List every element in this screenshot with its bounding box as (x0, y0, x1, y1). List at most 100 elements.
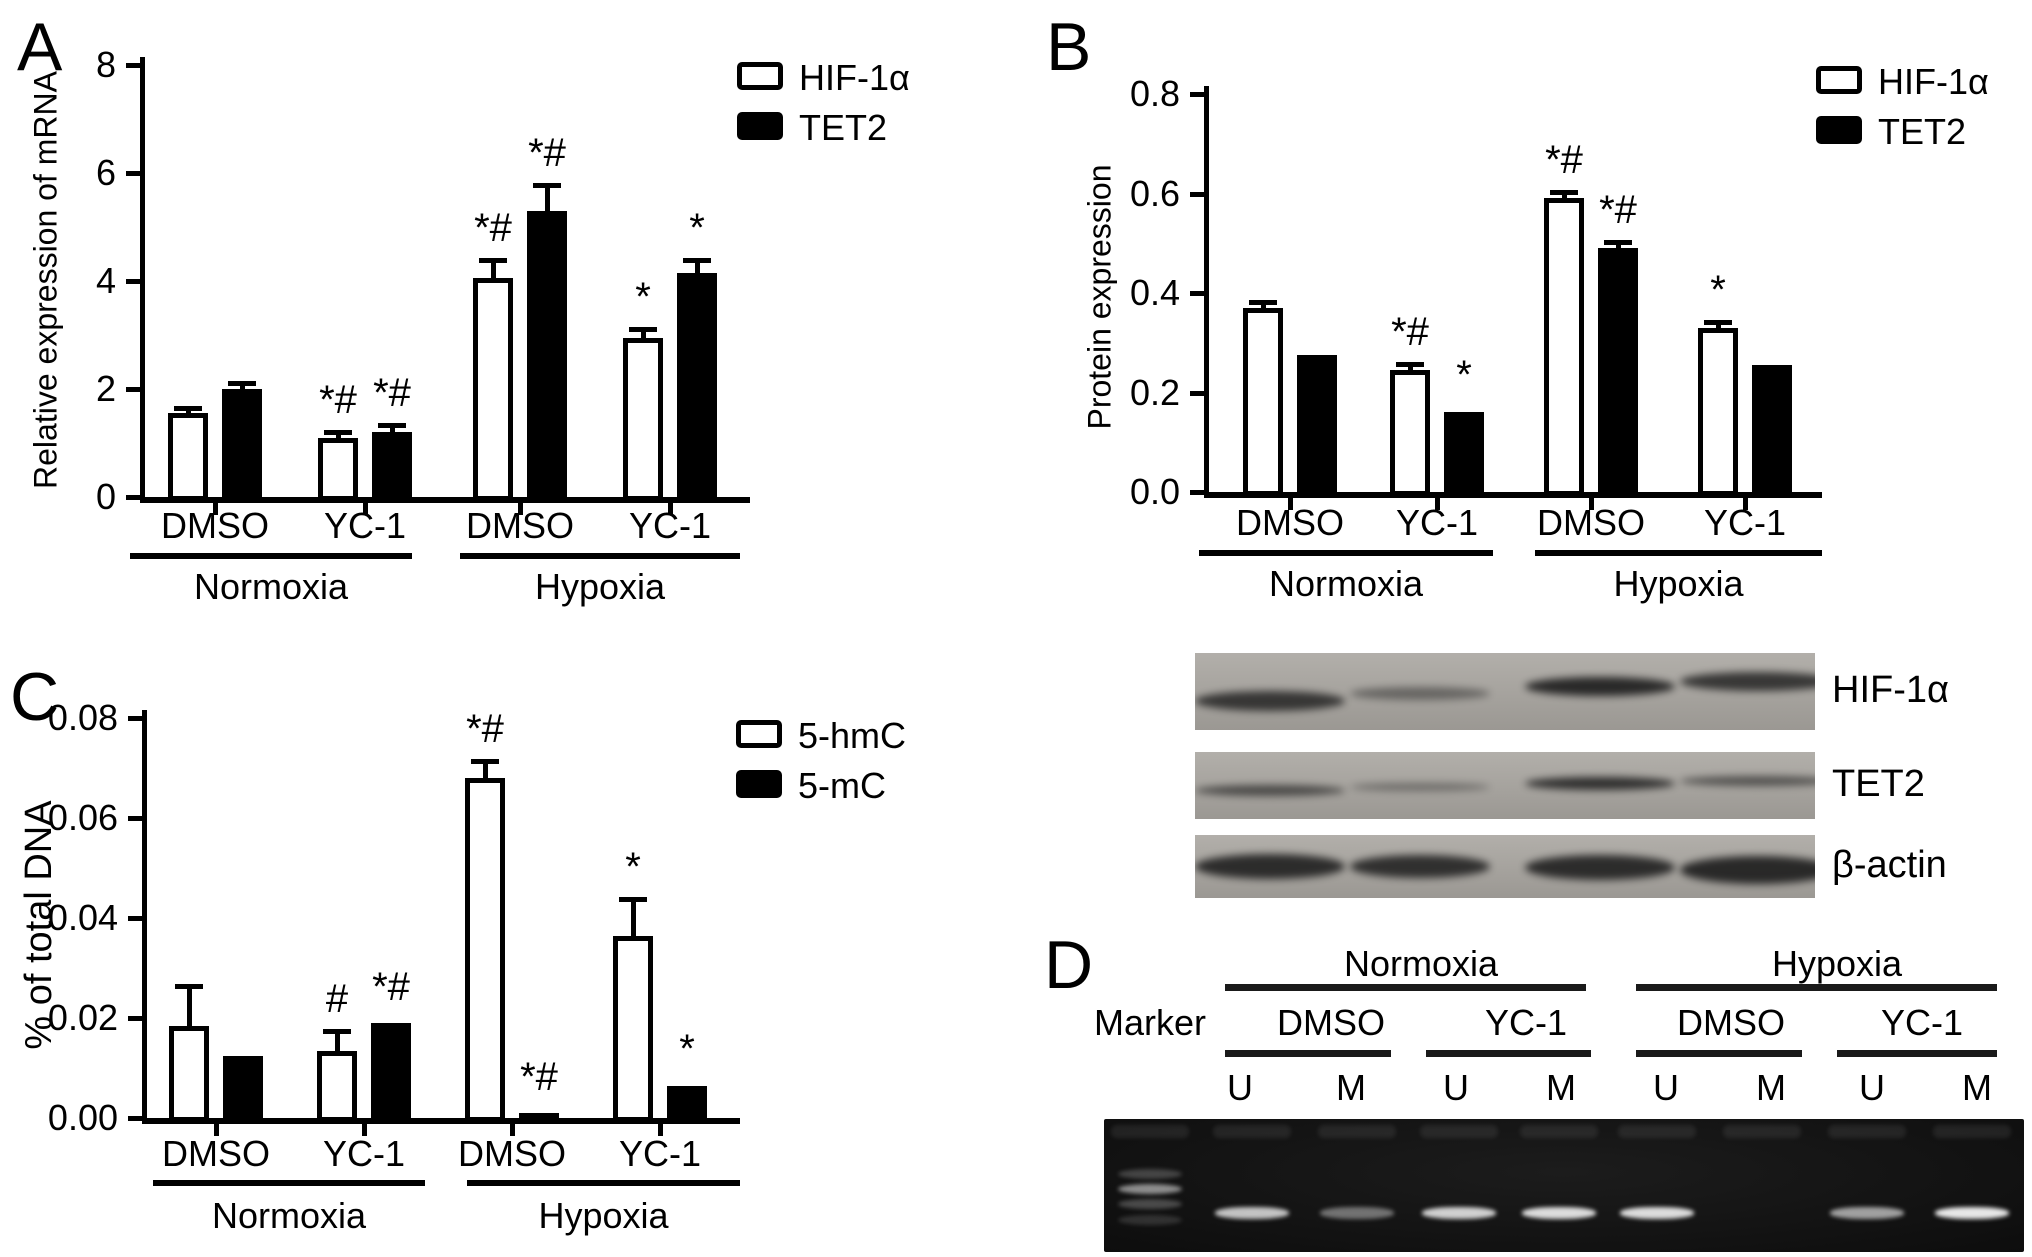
error-bar-cap (378, 422, 406, 428)
group-label: YC-1 (628, 505, 712, 546)
gel-well (1111, 1125, 1189, 1138)
data-bar (677, 272, 717, 501)
gel-marker-band (1118, 1184, 1182, 1194)
data-bar (1297, 355, 1337, 496)
error-bar-cap (479, 258, 507, 264)
condition-label: Hypoxia (538, 1195, 669, 1236)
y-tick-label: 0 (95, 476, 116, 517)
error-bar-stem (1615, 244, 1621, 249)
error-bar-stem (694, 262, 700, 273)
gel-lane-label: U (1443, 1067, 1469, 1108)
gel-treatment-line (1837, 1050, 1997, 1057)
gel-sample-band (1830, 1207, 1904, 1219)
group-label: DMSO (1537, 502, 1645, 543)
y-tick-label: 0.8 (1129, 73, 1180, 114)
group-label: DMSO (162, 1133, 270, 1174)
error-bar-cap (629, 327, 657, 333)
gel-marker-band (1118, 1215, 1182, 1225)
y-tick-label: 8 (95, 44, 116, 85)
condition-line (1199, 550, 1493, 556)
y-tick-label: 0.0 (1129, 471, 1180, 512)
blot-band (1525, 676, 1675, 696)
condition-label: Normoxia (211, 1195, 367, 1236)
error-bar-stem (1407, 366, 1413, 371)
x-tick (213, 1124, 219, 1136)
error-bar-stem (389, 426, 395, 433)
data-bar (371, 1023, 411, 1122)
error-bar-stem (630, 900, 636, 936)
data-bar (527, 210, 567, 501)
data-bar (1444, 412, 1484, 496)
y-tick (1190, 191, 1204, 197)
significance-annotation: * (689, 206, 705, 251)
error-bar-stem (482, 763, 488, 778)
gel-well (1213, 1125, 1291, 1138)
significance-annotation: *# (528, 130, 566, 175)
gel-lane-label: U (1859, 1067, 1885, 1108)
gel-well (1933, 1125, 2011, 1138)
y-tick (1190, 390, 1204, 396)
x-tick (1588, 498, 1594, 510)
y-tick-label: 0.6 (1129, 172, 1180, 214)
error-bar-cap (175, 984, 203, 989)
x-tick (362, 503, 368, 515)
error-bar-cap (1396, 362, 1424, 368)
y-tick (128, 716, 142, 721)
group-label: DMSO (161, 505, 269, 546)
gel-well (1520, 1125, 1598, 1138)
gel-treatment-label: YC-1 (1880, 1002, 1964, 1043)
western-blot-strip (1195, 752, 1815, 819)
legend-swatch (1816, 66, 1862, 94)
legend-swatch (736, 770, 782, 798)
data-bar (318, 437, 358, 501)
error-bar-stem (544, 186, 550, 211)
legend-swatch (737, 112, 783, 140)
legend-label: TET2 (799, 107, 888, 148)
data-bar (1752, 365, 1792, 496)
data-bar (372, 432, 412, 501)
condition-line (130, 553, 412, 559)
group-label: DMSO (466, 505, 574, 546)
panel-b-label: B (1046, 9, 1092, 85)
y-axis-line (1204, 86, 1209, 498)
y-tick-label: 2 (95, 368, 116, 409)
group-label: YC-1 (1395, 502, 1479, 543)
error-bar-stem (185, 409, 191, 414)
group-label: YC-1 (323, 505, 407, 546)
data-bar (1698, 327, 1738, 496)
western-blot-strip (1195, 835, 1815, 898)
gel-well (1723, 1125, 1801, 1138)
x-tick (517, 503, 523, 515)
condition-label: Hypoxia (1613, 563, 1744, 604)
error-bar-stem (1715, 323, 1721, 328)
y-tick-label: 0.4 (1129, 272, 1180, 313)
y-tick-label: 0.2 (1129, 371, 1180, 413)
significance-annotation: *# (372, 964, 410, 1009)
condition-line (153, 1180, 425, 1186)
x-tick (667, 503, 673, 515)
y-tick-label: 6 (95, 152, 116, 193)
blot-band (1679, 776, 1815, 786)
data-bar (623, 337, 663, 501)
group-label: DMSO (458, 1133, 566, 1174)
gel-lane-label: M (1962, 1067, 1992, 1108)
y-tick-label: 0.04 (47, 897, 118, 938)
data-bar (465, 778, 505, 1122)
data-bar (317, 1050, 357, 1122)
error-bar-stem (490, 262, 496, 279)
gel-treatment-label: DMSO (1677, 1002, 1785, 1043)
blot-row-label: β-actin (1832, 843, 1947, 886)
y-tick (1190, 291, 1204, 296)
data-bar (1544, 198, 1584, 496)
error-bar-stem (1260, 303, 1266, 308)
gel-lane-label: U (1653, 1067, 1679, 1108)
x-tick (1287, 498, 1293, 510)
gel-image (1104, 1119, 2024, 1252)
error-bar-cap (174, 405, 202, 411)
x-tick (509, 1124, 515, 1136)
data-bar (667, 1085, 707, 1122)
y-tick-label: 0.00 (47, 1097, 118, 1138)
x-tick (361, 1124, 367, 1136)
condition-label: Normoxia (1268, 563, 1424, 604)
blot-band (1195, 691, 1345, 711)
